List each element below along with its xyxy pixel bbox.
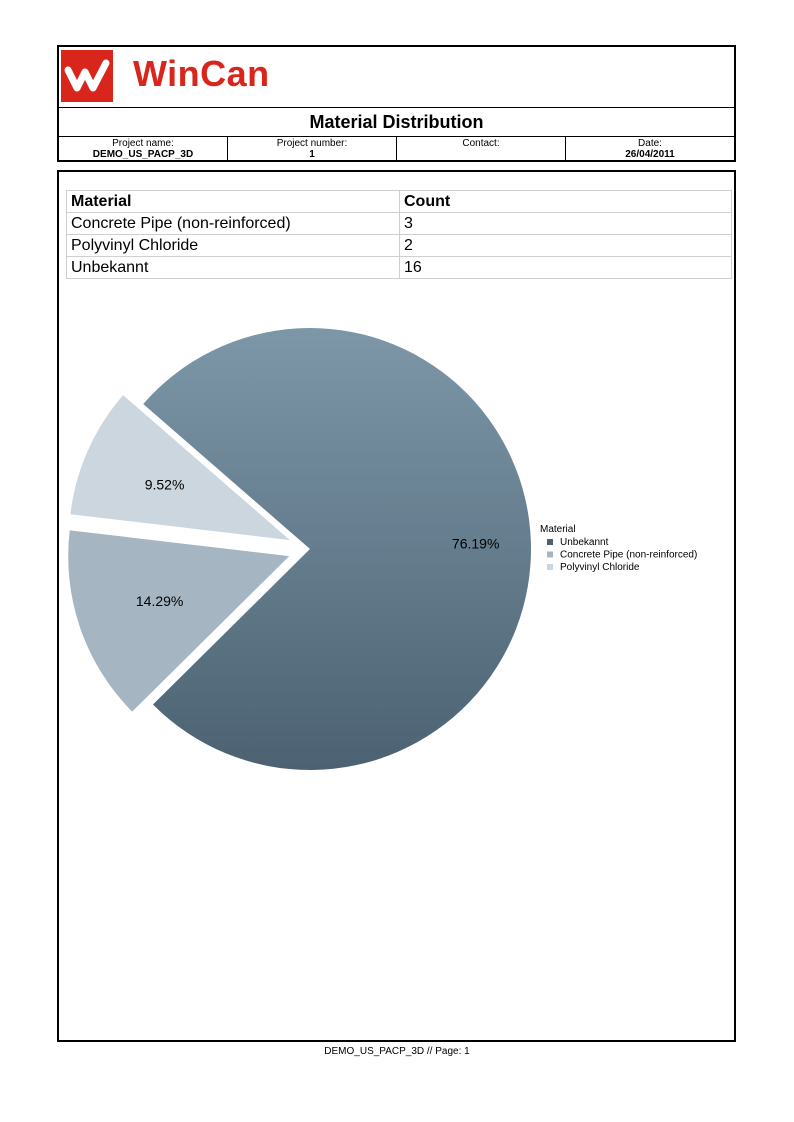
table-row: Unbekannt 16 (66, 256, 732, 279)
project-name-label: Project name: (112, 138, 174, 149)
material-table: Material Count Concrete Pipe (non-reinfo… (66, 190, 732, 279)
project-number-cell: Project number: 1 (228, 137, 397, 162)
count-cell: 3 (399, 212, 732, 235)
project-name-cell: Project name: DEMO_US_PACP_3D (59, 137, 228, 162)
project-info-row: Project name: DEMO_US_PACP_3D Project nu… (59, 137, 734, 162)
contact-cell: Contact: (397, 137, 566, 162)
count-cell: 2 (399, 234, 732, 257)
material-cell: Polyvinyl Chloride (66, 234, 400, 257)
wincan-logo-icon (61, 50, 113, 102)
report-title: Material Distribution (59, 108, 734, 137)
material-column-header: Material (66, 190, 400, 213)
table-row: Polyvinyl Chloride 2 (66, 234, 732, 257)
report-body: Material Count Concrete Pipe (non-reinfo… (57, 170, 736, 1042)
material-cell: Concrete Pipe (non-reinforced) (66, 212, 400, 235)
page-footer: DEMO_US_PACP_3D // Page: 1 (324, 1046, 470, 1057)
report-header: WinCan Material Distribution Project nam… (57, 45, 736, 162)
contact-label: Contact: (462, 138, 500, 149)
date-label: Date: (638, 138, 662, 149)
table-row: Concrete Pipe (non-reinforced) 3 (66, 212, 732, 235)
material-cell: Unbekannt (66, 256, 400, 279)
date-cell: Date: 26/04/2011 (566, 137, 734, 162)
brand-name: WinCan (133, 53, 270, 94)
table-header-row: Material Count (66, 190, 732, 213)
date-value: 26/04/2011 (625, 149, 675, 160)
logo-row: WinCan (59, 47, 734, 108)
project-name-value: DEMO_US_PACP_3D (92, 149, 194, 160)
project-number-label: Project number: (276, 138, 348, 149)
count-column-header: Count (399, 190, 732, 213)
project-number-value: 1 (309, 149, 315, 160)
count-cell: 16 (399, 256, 732, 279)
